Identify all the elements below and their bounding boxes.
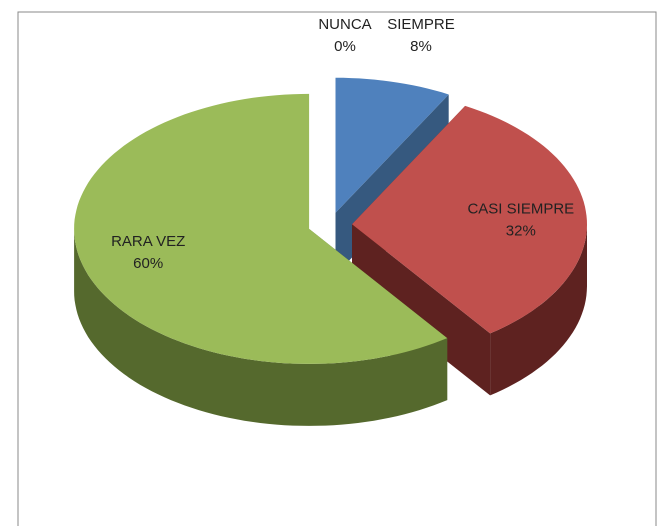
data-label-name: SIEMPRE bbox=[387, 16, 455, 33]
data-label-value: 32% bbox=[506, 223, 536, 240]
data-label-name: NUNCA bbox=[318, 16, 371, 33]
data-label-value: 0% bbox=[334, 38, 356, 55]
data-label-name: RARA VEZ bbox=[111, 233, 185, 250]
slice bbox=[352, 105, 587, 334]
slice-side bbox=[352, 224, 491, 396]
slice-rim bbox=[490, 224, 587, 396]
data-label-value: 8% bbox=[410, 38, 432, 55]
slice-rim bbox=[74, 228, 448, 426]
slice bbox=[74, 93, 448, 364]
data-label-name: CASI SIEMPRE bbox=[467, 201, 574, 218]
slice bbox=[335, 77, 449, 213]
data-label-value: 60% bbox=[133, 255, 163, 272]
